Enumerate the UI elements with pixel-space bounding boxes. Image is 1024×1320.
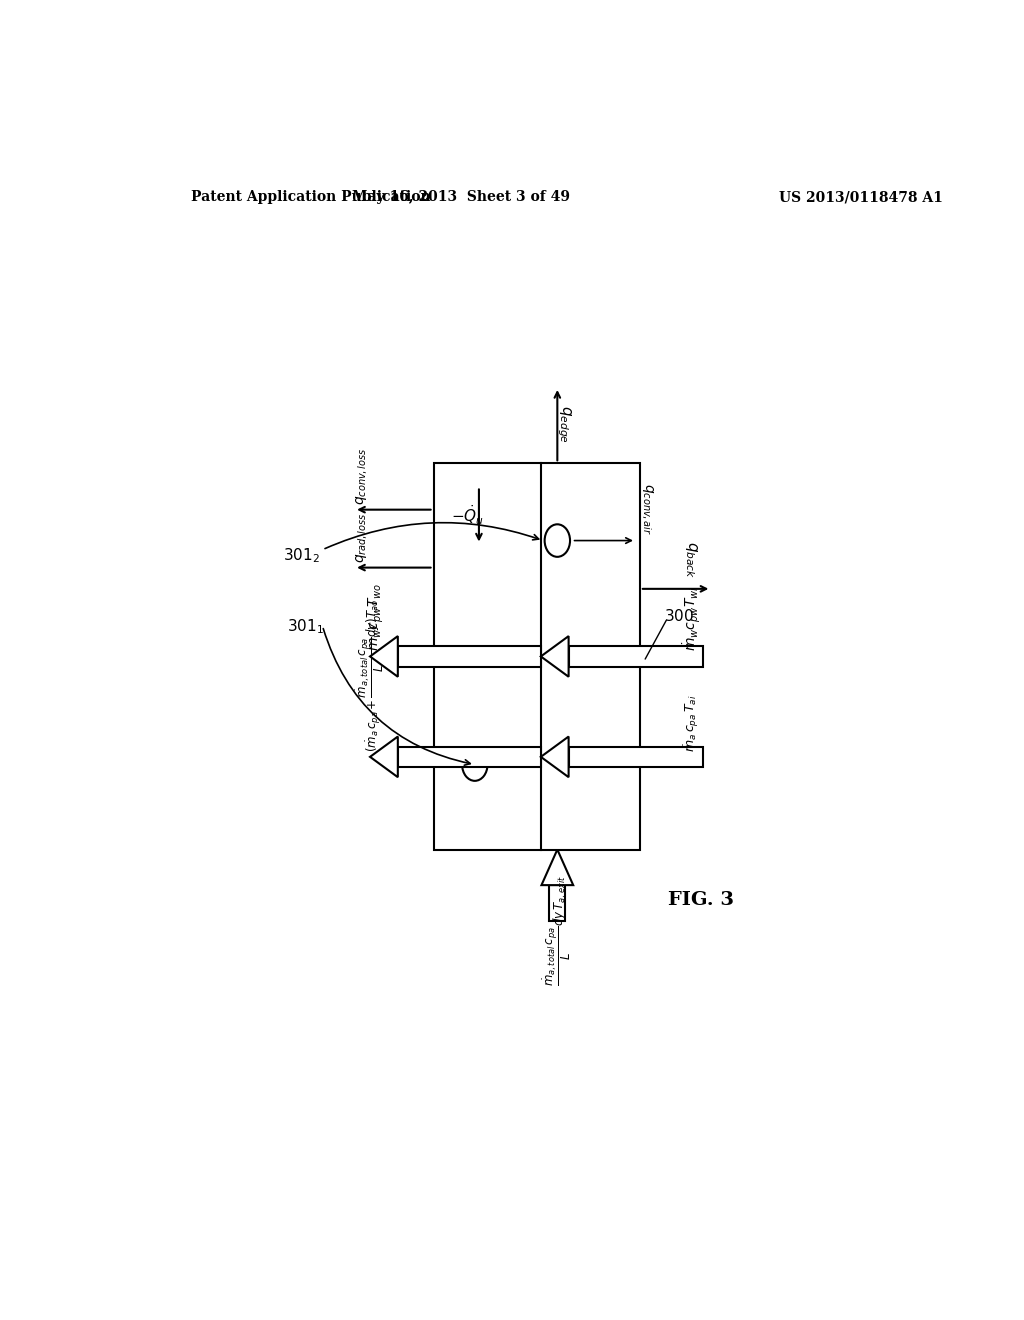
Text: $300$: $300$	[664, 609, 693, 624]
Bar	[568, 747, 703, 767]
Text: $\dot{m}_w c_{pw} T_{wo}$: $\dot{m}_w c_{pw} T_{wo}$	[364, 583, 384, 651]
Circle shape	[462, 748, 487, 781]
Text: $q_{conv,air}$: $q_{conv,air}$	[639, 483, 653, 536]
Text: $q_{conv,loss}$: $q_{conv,loss}$	[354, 447, 370, 504]
Text: $q_{edge}$: $q_{edge}$	[555, 405, 572, 444]
Text: $301_1$: $301_1$	[287, 616, 324, 636]
Text: $-\dot{Q}_u$: $-\dot{Q}_u$	[452, 504, 484, 527]
Polygon shape	[541, 636, 568, 677]
Text: $q_{back}$: $q_{back}$	[683, 541, 699, 578]
Polygon shape	[541, 737, 568, 777]
Circle shape	[545, 524, 570, 557]
Text: $301_2$: $301_2$	[283, 546, 319, 565]
Bar	[397, 647, 541, 667]
Text: May 16, 2013  Sheet 3 of 49: May 16, 2013 Sheet 3 of 49	[352, 190, 570, 205]
Bar	[568, 647, 703, 667]
Text: $\dot{m}_a\,c_{pa}\,T_{ai}$: $\dot{m}_a\,c_{pa}\,T_{ai}$	[682, 694, 700, 752]
Text: $\dot{m}_w c_{pw} T_{wi}$: $\dot{m}_w c_{pw} T_{wi}$	[681, 586, 701, 651]
Bar	[397, 747, 541, 767]
Polygon shape	[370, 737, 397, 777]
Bar	[550, 886, 565, 921]
Text: US 2013/0118478 A1: US 2013/0118478 A1	[778, 190, 943, 205]
Text: Patent Application Publication: Patent Application Publication	[191, 190, 431, 205]
Polygon shape	[542, 850, 573, 886]
Text: FIG. 3: FIG. 3	[668, 891, 733, 909]
Text: $(\dot{m}_a\,c_{pa}+\dfrac{\dot{m}_{a,total}\,c_{pa}}{L}dy)T_{ao}$: $(\dot{m}_a\,c_{pa}+\dfrac{\dot{m}_{a,to…	[354, 598, 386, 752]
Bar	[433, 463, 640, 850]
Text: $q_{rad,loss}$: $q_{rad,loss}$	[354, 512, 370, 562]
Text: $\dfrac{\dot{m}_{a,total}\,c_{pa}}{L}dy\,T_{a,exit}$: $\dfrac{\dot{m}_{a,total}\,c_{pa}}{L}dy\…	[542, 875, 573, 986]
Polygon shape	[370, 636, 397, 677]
